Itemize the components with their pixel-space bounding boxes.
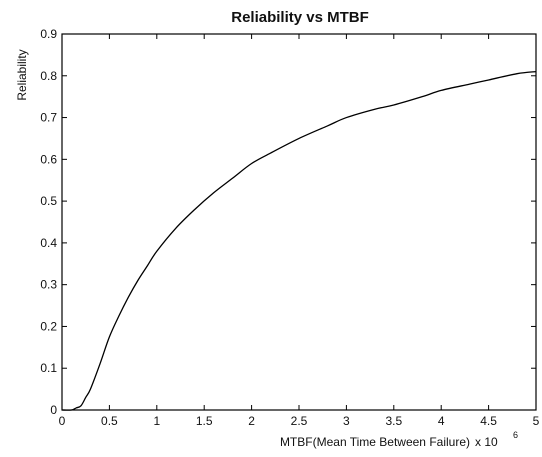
y-ticks: 0 0.1 0.2 0.3 0.4 0.5 0.6 0.7 0.8 0.9 [40,27,536,417]
y-tick-label: 0.6 [40,152,57,166]
x-tick-label: 5 [533,414,540,428]
y-tick-label: 0.7 [40,111,57,125]
x-tick-label: 3.5 [385,414,402,428]
x-tick-label: 3 [343,414,350,428]
chart-title: Reliability vs MTBF [231,9,369,26]
y-tick-label: 0.4 [40,236,57,250]
y-tick-label: 0.2 [40,319,57,333]
x-tick-label: 0 [59,414,66,428]
y-tick-label: 0.5 [40,194,57,208]
y-tick-label: 0.1 [40,361,57,375]
x-tick-label: 4 [438,414,445,428]
y-tick-label: 0.9 [40,27,57,41]
reliability-curve [61,70,537,411]
y-tick-label: 0 [50,403,57,417]
x-tick-label: 2 [248,414,255,428]
y-tick-label: 0.8 [40,69,57,83]
x-tick-label: 2.5 [291,414,308,428]
y-tick-label: 0.3 [40,278,57,292]
x-tick-label: 1.5 [196,414,213,428]
plot-area: 0 0.1 0.2 0.3 0.4 0.5 0.6 0.7 0.8 0.9 0 0.5 1 1.5 2 2.… [40,27,539,428]
x-axis-multiplier-exponent: 6 [513,430,518,440]
x-tick-label: 4.5 [480,414,497,428]
x-axis-label: MTBF(Mean Time Between Failure) [280,435,470,449]
x-tick-label: 1 [153,414,160,428]
x-axis-multiplier: x 10 [475,435,498,449]
x-ticks: 0 0.5 1 1.5 2 2.5 3 3.5 4 4.5 5 [59,34,540,428]
x-tick-label: 0.5 [101,414,118,428]
y-axis-label: Reliability [15,49,29,100]
